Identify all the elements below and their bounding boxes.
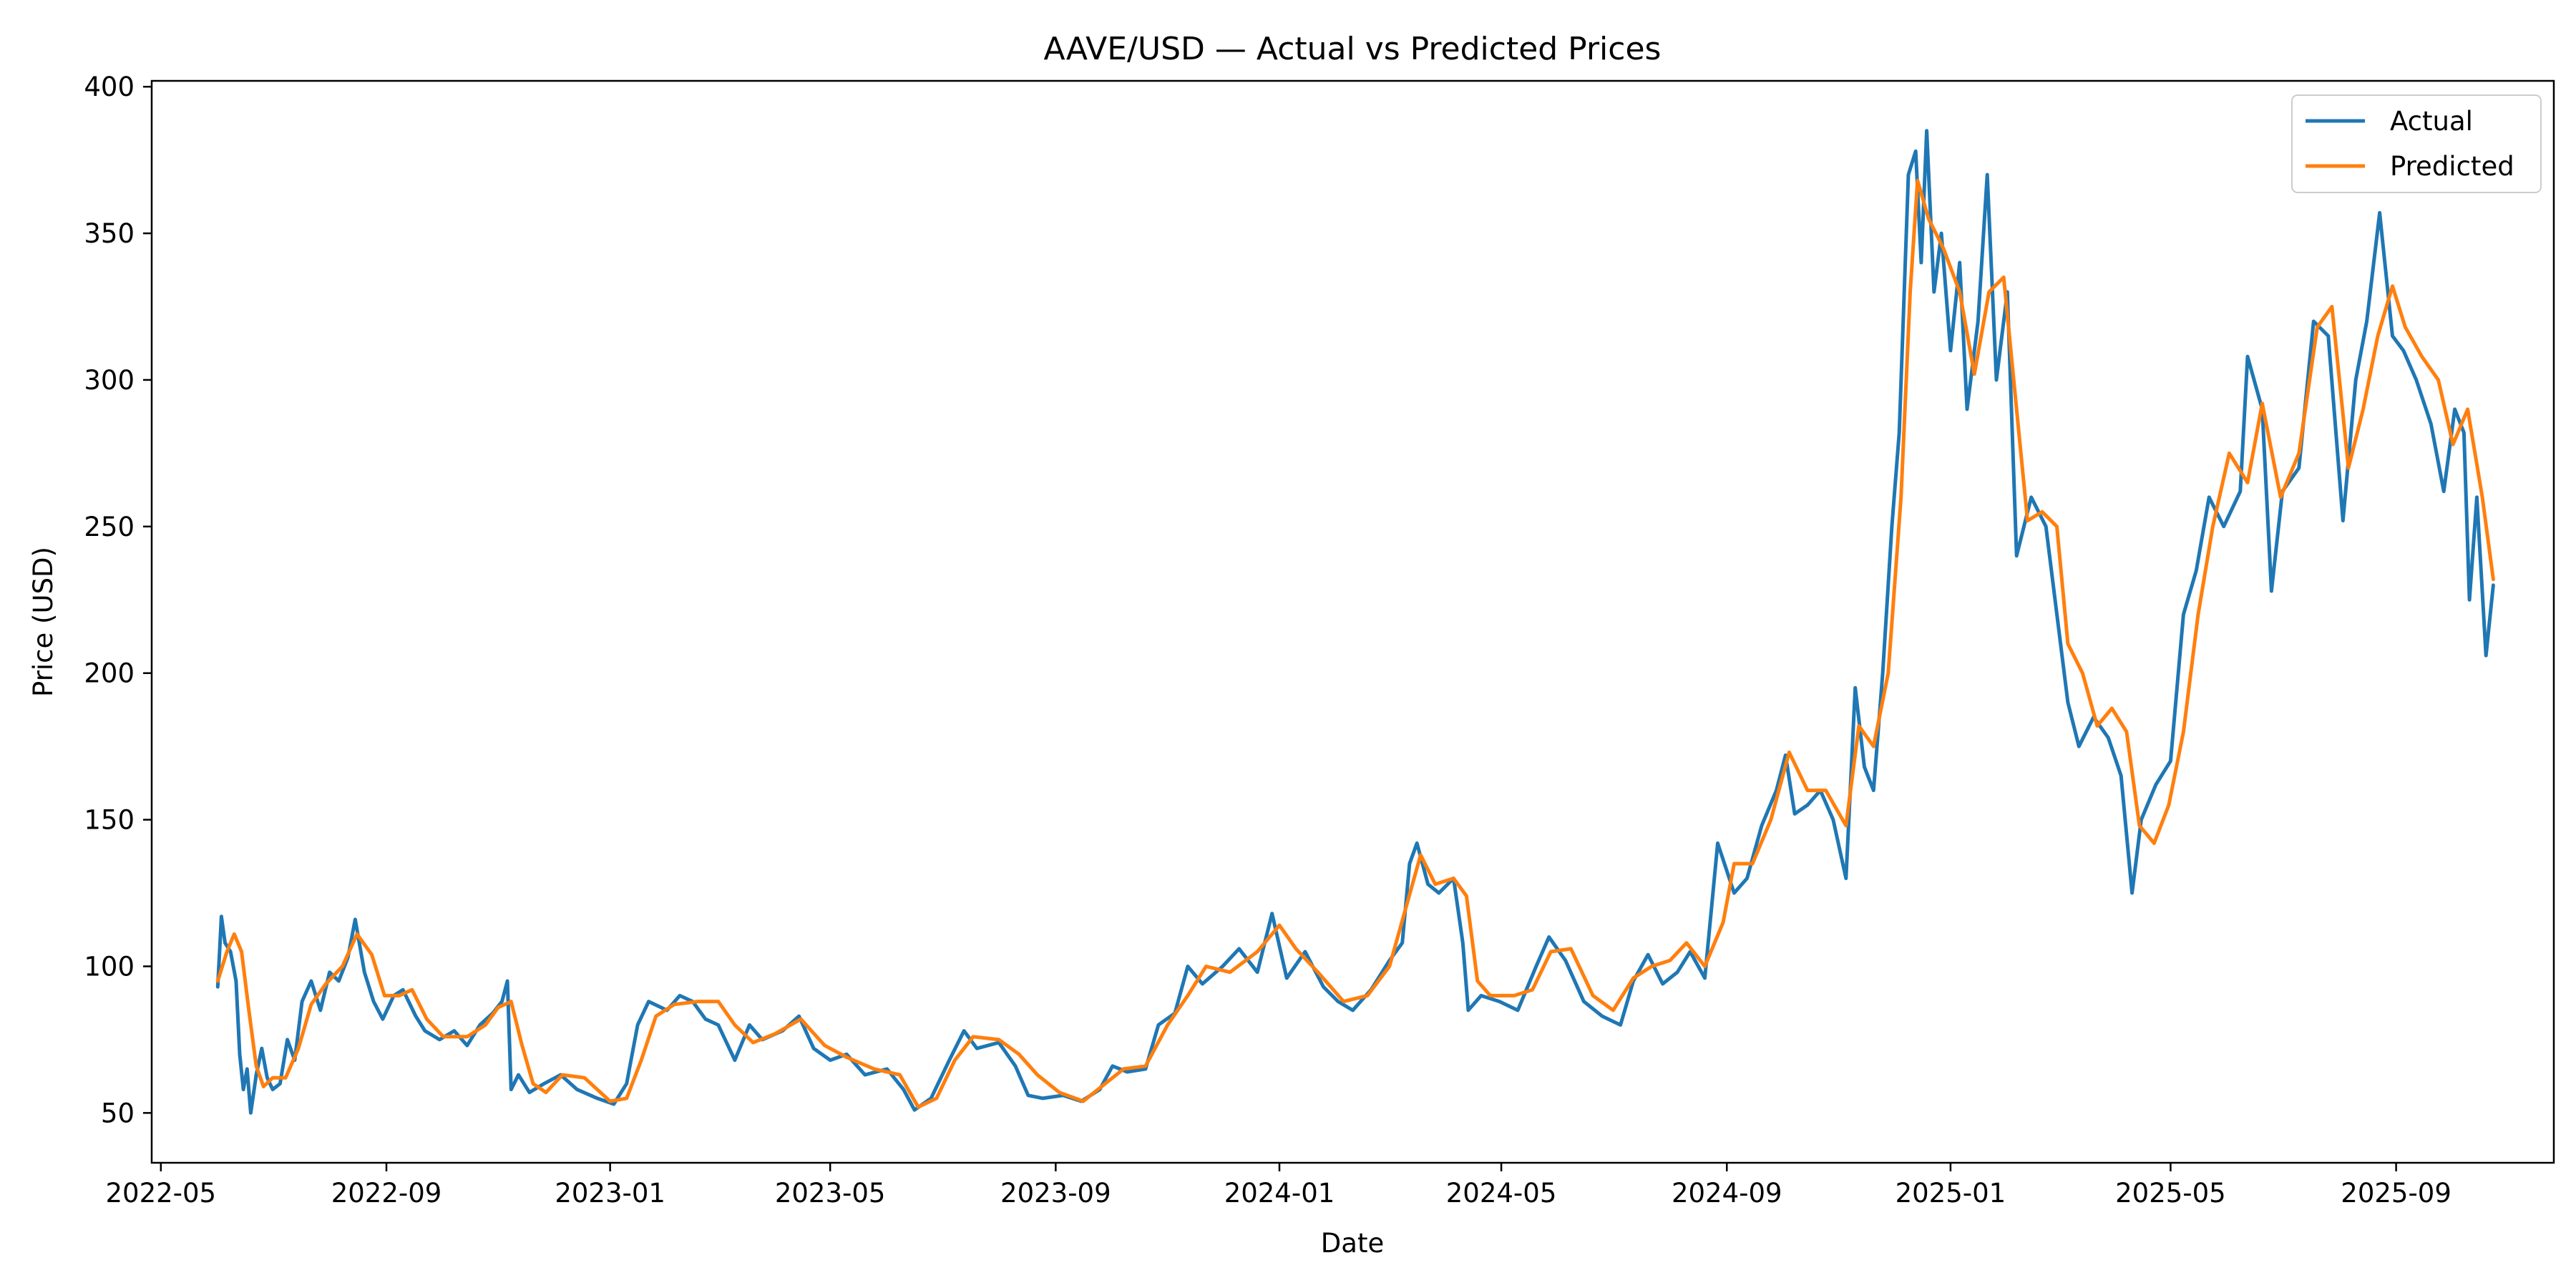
y-tick-label: 250 [84,512,135,542]
y-tick-label: 200 [84,658,135,689]
x-tick-label: 2023-05 [775,1178,886,1209]
x-tick-label: 2023-09 [1000,1178,1111,1209]
y-tick-label: 50 [101,1098,135,1128]
x-tick-label: 2022-05 [106,1178,217,1209]
x-tick-label: 2024-01 [1224,1178,1335,1209]
x-tick-label: 2024-05 [1446,1178,1557,1209]
legend-label-actual: Actual [2390,106,2473,137]
series-line-predicted [215,178,2495,1109]
y-tick-label: 400 [84,72,135,102]
legend: Actual Predicted [2291,94,2542,193]
y-tick-label: 300 [84,365,135,396]
y-tick-label: 150 [84,805,135,836]
series-layer [215,129,2495,1115]
x-tick-label: 2022-09 [331,1178,442,1209]
chart-title: AAVE/USD — Actual vs Predicted Prices [1044,31,1662,67]
x-axis-title: Date [1321,1228,1384,1259]
x-tick-label: 2025-09 [2341,1178,2451,1209]
y-axis: 50 100 150 200 250 300 350 400 [84,72,152,1128]
y-axis-title: Price (USD) [28,547,59,697]
y-tick-label: 100 [84,951,135,982]
x-tick-label: 2025-01 [1896,1178,2006,1209]
x-tick-label: 2023-01 [555,1178,665,1209]
plot-area [150,79,2555,1164]
legend-label-predicted: Predicted [2390,151,2514,182]
x-axis: 2022-05 2022-09 2023-01 2023-05 2023-09 2024-… [106,1163,2451,1209]
x-tick-label: 2024-09 [1672,1178,1782,1209]
x-tick-label: 2025-05 [2115,1178,2226,1209]
plot-frame [150,79,2555,1164]
y-tick-label: 350 [84,218,135,249]
